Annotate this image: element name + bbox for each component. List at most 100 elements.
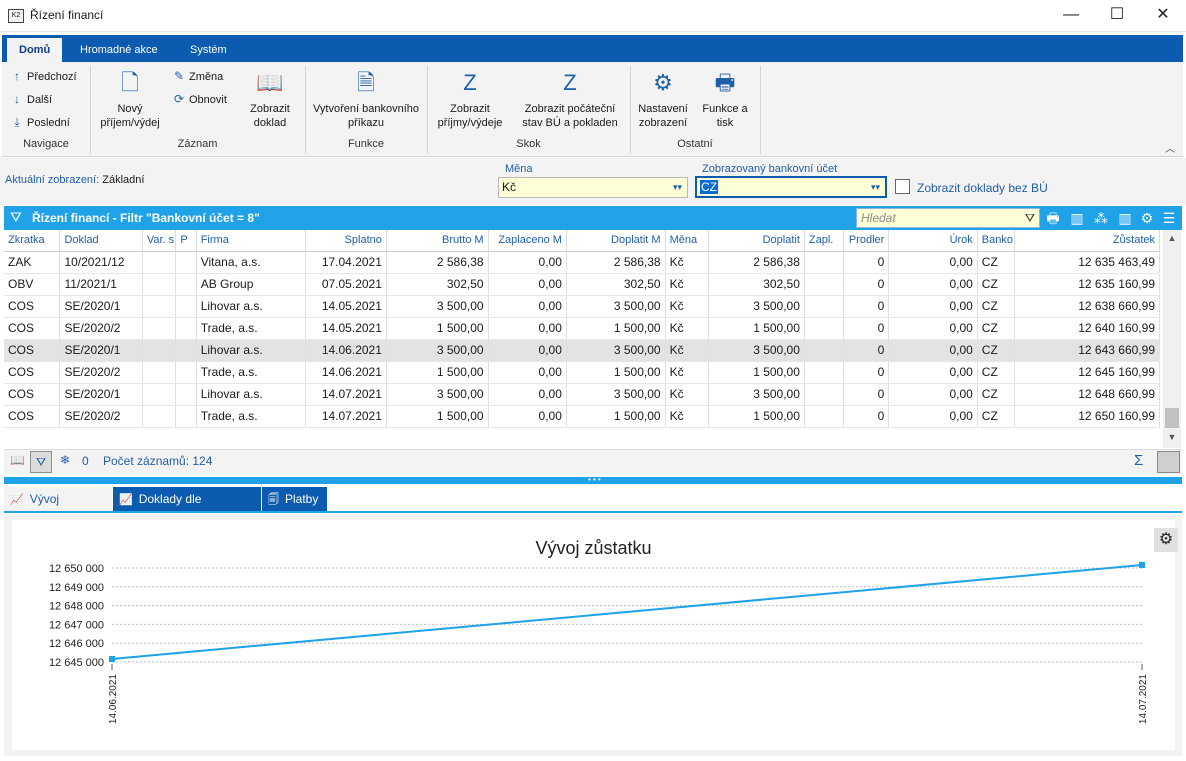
- data-point: [109, 655, 115, 662]
- ribbon-separator: [427, 66, 428, 154]
- gear-icon[interactable]: ⚙: [1154, 528, 1178, 552]
- refresh-button[interactable]: ⟳ Obnovit: [172, 89, 227, 109]
- printer-icon[interactable]: 🖶: [1046, 210, 1060, 226]
- table-row[interactable]: COS SE/2020/2 Trade, a.s. 14.07.2021 1 500,0…: [4, 405, 1160, 428]
- show-income-expense-button[interactable]: Z Zobrazit příjmy/výdeje: [430, 70, 510, 130]
- group-label-navigace: Navigace: [23, 138, 69, 150]
- column-header[interactable]: Zkratka: [4, 230, 61, 252]
- new-entry-button[interactable]: 🗋 Nový příjem/výdej: [94, 70, 166, 130]
- table-cell: 14.06.2021: [305, 361, 387, 384]
- show-document-button[interactable]: 📖 Zobrazit doklad: [242, 70, 298, 130]
- show-initial-state-button[interactable]: Z Zobrazit počáteční stav BÚ a pokladen: [514, 70, 626, 130]
- table-row[interactable]: ZAK 10/2021/12 Vitana, a.s. 17.04.2021 2 586…: [4, 251, 1160, 274]
- group-label-ostatni: Ostatní: [677, 138, 713, 150]
- chart-plot: 12 645 000 12 646 000 12 647 000 12 648 000…: [49, 561, 1149, 724]
- column-header[interactable]: Zůstatek: [1014, 230, 1160, 252]
- column-header[interactable]: Zaplaceno M: [488, 230, 567, 252]
- vertical-scrollbar[interactable]: ▲ ▼: [1163, 230, 1181, 448]
- table-cell: ZAK: [4, 251, 61, 274]
- tab-hromadne-akce[interactable]: Hromadné akce: [80, 44, 158, 56]
- table-cell: 0,00: [888, 383, 978, 406]
- columns-icon[interactable]: ▥: [1118, 210, 1132, 226]
- table-row[interactable]: COS SE/2020/1 Lihovar a.s. 14.06.2021 3 500,…: [4, 339, 1160, 362]
- tab-domu[interactable]: Domů: [7, 38, 63, 62]
- currency-select[interactable]: Kč ▾▾: [498, 177, 688, 198]
- gear-icon[interactable]: ⚙: [1140, 210, 1154, 226]
- chart-line-icon: 📈: [119, 494, 133, 506]
- data-grid: Zkratka Doklad Var. s P Firma Splatno Brutto M…: [4, 230, 1162, 448]
- table-row[interactable]: COS SE/2020/2 Trade, a.s. 14.05.2021 1 500,0…: [4, 317, 1160, 340]
- column-header[interactable]: Banko: [977, 230, 1016, 252]
- group-label-funkce: Funkce: [347, 138, 385, 150]
- table-cell: 0,00: [888, 251, 978, 274]
- minimize-button[interactable]: —: [1063, 6, 1079, 23]
- filter-icon[interactable]: ⛛: [10, 209, 22, 225]
- column-header[interactable]: Splatno: [305, 230, 387, 252]
- new-document-icon: 🗋: [121, 70, 139, 95]
- table-cell: Kč: [665, 339, 710, 362]
- functions-print-button[interactable]: 🖶 Funkce a tisk: [696, 70, 754, 130]
- collapse-ribbon-icon[interactable]: ︿: [1165, 144, 1175, 155]
- column-header[interactable]: Var. s: [142, 230, 177, 252]
- snowflake-icon[interactable]: ❄: [60, 453, 71, 467]
- maximize-button[interactable]: ☐: [1109, 6, 1125, 23]
- table-cell: SE/2020/1: [59, 339, 143, 362]
- table-cell: CZ: [977, 317, 1016, 340]
- records-table: Zkratka Doklad Var. s P Firma Splatno Brutto M…: [4, 230, 1160, 428]
- table-cell: 12 648 660,99: [1014, 383, 1160, 406]
- column-header[interactable]: Měna: [665, 230, 710, 252]
- view-settings-button[interactable]: ⚙ Nastavení zobrazení: [634, 70, 692, 130]
- search-input[interactable]: Hledat ⛛: [856, 208, 1040, 228]
- table-cell: 0,00: [888, 405, 978, 428]
- previous-button[interactable]: ↑ Předchozí: [10, 66, 77, 86]
- chart-icon[interactable]: ▥: [1070, 210, 1084, 226]
- no-account-checkbox[interactable]: [895, 179, 910, 194]
- filter-toggle-icon[interactable]: ⛛: [30, 451, 52, 473]
- chevron-down-icon: ▾▾: [870, 182, 880, 192]
- hierarchy-icon[interactable]: ⁂: [1094, 210, 1108, 226]
- tab-platby[interactable]: 🗐 Platby: [262, 487, 327, 511]
- column-header[interactable]: Doplatit: [708, 230, 805, 252]
- table-cell: 302,50: [566, 273, 666, 296]
- last-button[interactable]: ⤓ Poslední: [10, 112, 69, 132]
- column-header[interactable]: Firma: [196, 230, 306, 252]
- panel-toggle[interactable]: [1157, 451, 1180, 473]
- gear-icon: ⚙: [653, 70, 673, 95]
- column-header[interactable]: P: [175, 230, 197, 252]
- scroll-up-icon[interactable]: ▲: [1167, 233, 1177, 243]
- change-button[interactable]: ✎ Změna: [172, 66, 223, 86]
- column-header[interactable]: Prodler: [843, 230, 890, 252]
- column-header[interactable]: Zapl.: [804, 230, 844, 252]
- table-row[interactable]: COS SE/2020/1 Lihovar a.s. 14.05.2021 3 500,…: [4, 295, 1160, 318]
- table-cell: SE/2020/1: [59, 295, 143, 318]
- table-cell: 12 638 660,99: [1014, 295, 1160, 318]
- column-header[interactable]: Doplatit M: [566, 230, 666, 252]
- account-select[interactable]: CZ ▾▾: [695, 176, 887, 198]
- table-cell: 3 500,00: [708, 339, 805, 362]
- table-cell: 1 500,00: [386, 361, 489, 384]
- table-cell: CZ: [977, 339, 1016, 362]
- table-cell: 0,00: [488, 273, 567, 296]
- tab-vyvoj-zustatku[interactable]: 📈Vývoj zůstatku: [4, 487, 112, 531]
- column-header[interactable]: Úrok: [888, 230, 978, 252]
- scroll-down-icon[interactable]: ▼: [1167, 432, 1177, 442]
- scroll-thumb[interactable]: [1165, 408, 1179, 428]
- menu-icon[interactable]: ☰: [1162, 210, 1176, 226]
- column-header[interactable]: Brutto M: [386, 230, 489, 252]
- tab-doklady-dle-splatnosti[interactable]: 📈Doklady dle splatnosti: [113, 487, 261, 531]
- book-icon[interactable]: 📖: [10, 453, 25, 467]
- tab-system[interactable]: Systém: [190, 44, 227, 56]
- table-row[interactable]: COS SE/2020/1 Lihovar a.s. 14.07.2021 3 500,…: [4, 383, 1160, 406]
- table-cell: 3 500,00: [566, 383, 666, 406]
- table-row[interactable]: COS SE/2020/2 Trade, a.s. 14.06.2021 1 500,0…: [4, 361, 1160, 384]
- sum-icon[interactable]: Σ: [1134, 452, 1144, 469]
- column-header[interactable]: Doklad: [59, 230, 143, 252]
- table-cell: [804, 361, 844, 384]
- table-cell: 0,00: [888, 361, 978, 384]
- close-button[interactable]: ✕: [1156, 6, 1170, 23]
- table-row[interactable]: OBV 11/2021/1 AB Group 07.05.2021 302,50 0,00…: [4, 273, 1160, 296]
- splitter[interactable]: • • •: [4, 476, 1182, 484]
- next-button[interactable]: ↓ Další: [10, 89, 52, 109]
- create-bank-order-button[interactable]: 🗎 Vytvoření bankovního příkazu: [310, 70, 422, 130]
- data-point: [1139, 561, 1145, 568]
